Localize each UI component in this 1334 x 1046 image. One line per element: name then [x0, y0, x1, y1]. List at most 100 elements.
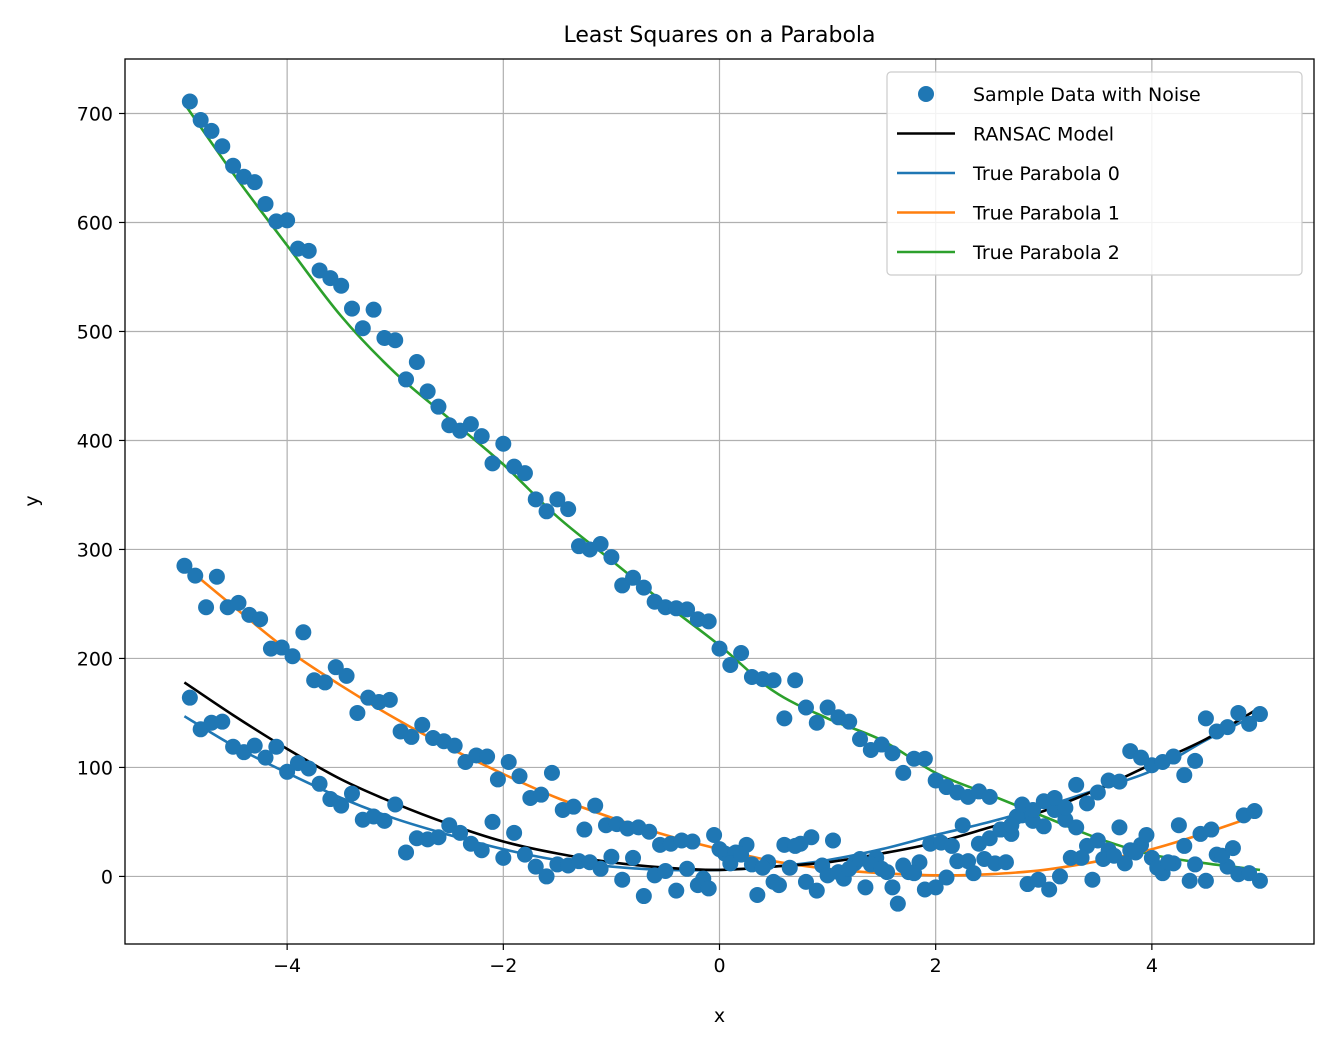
data-point	[954, 817, 971, 834]
y-axis-label: y	[21, 495, 43, 506]
data-point	[884, 879, 901, 896]
y-tick-label: 600	[77, 212, 113, 234]
data-point	[592, 536, 609, 553]
data-point	[489, 771, 506, 788]
data-point	[1079, 795, 1096, 812]
data-point	[343, 785, 360, 802]
data-point	[895, 764, 912, 781]
data-point	[576, 821, 593, 838]
data-point	[1187, 856, 1204, 873]
data-point	[452, 824, 469, 841]
data-point	[711, 640, 728, 657]
line-ransac-model	[183, 681, 1261, 872]
data-point	[1224, 840, 1241, 857]
data-point	[1160, 854, 1177, 871]
data-point	[1116, 855, 1133, 872]
data-point	[603, 549, 620, 566]
data-point	[246, 174, 263, 191]
data-point	[635, 888, 652, 905]
data-point	[333, 797, 350, 814]
data-point	[787, 672, 804, 689]
data-point	[749, 886, 766, 903]
data-point	[706, 827, 723, 844]
data-point	[841, 713, 858, 730]
data-point	[614, 871, 631, 888]
data-point	[311, 775, 328, 792]
data-point	[414, 716, 431, 733]
data-point	[387, 796, 404, 813]
data-point	[295, 624, 312, 641]
data-point	[527, 858, 544, 875]
data-point	[873, 736, 890, 753]
data-point	[857, 879, 874, 896]
data-point	[549, 491, 566, 508]
data-point	[824, 832, 841, 849]
data-point	[300, 760, 317, 777]
data-point	[884, 745, 901, 762]
data-point	[587, 797, 604, 814]
data-point	[1170, 817, 1187, 834]
data-point	[338, 667, 355, 684]
data-point	[700, 880, 717, 897]
data-point	[1230, 704, 1247, 721]
data-point	[765, 672, 782, 689]
data-point	[187, 567, 204, 584]
data-point	[300, 242, 317, 259]
data-point	[1068, 776, 1085, 793]
data-point	[511, 768, 528, 785]
data-point	[268, 738, 285, 755]
grid	[125, 59, 1314, 944]
data-point	[960, 853, 977, 870]
y-axis-ticks: 0 100 200 300 400 500 600 700	[77, 103, 125, 888]
legend-label: True Parabola 0	[972, 163, 1120, 185]
data-point	[273, 639, 290, 656]
data-point	[641, 823, 658, 840]
y-tick-label: 500	[77, 321, 113, 343]
y-tick-label: 400	[77, 430, 113, 452]
data-point	[381, 691, 398, 708]
data-point	[354, 320, 371, 337]
data-point	[765, 873, 782, 890]
data-point	[981, 788, 998, 805]
x-tick-label: −4	[273, 955, 301, 977]
data-point	[981, 830, 998, 847]
x-axis-label: x	[714, 1005, 725, 1027]
data-point	[1057, 799, 1074, 816]
data-point	[181, 689, 198, 706]
data-point	[208, 568, 225, 585]
scatter-points	[176, 93, 1268, 912]
data-point	[257, 195, 274, 212]
data-point	[1024, 801, 1041, 818]
data-point	[430, 829, 447, 846]
data-point	[1251, 706, 1268, 723]
data-point	[495, 849, 512, 866]
data-point	[776, 710, 793, 727]
data-point	[543, 764, 560, 781]
data-point	[343, 300, 360, 317]
data-point	[938, 869, 955, 886]
data-point	[484, 813, 501, 830]
data-point	[889, 895, 906, 912]
data-point	[560, 501, 577, 518]
data-point	[198, 599, 215, 616]
data-point	[803, 829, 820, 846]
y-tick-label: 700	[77, 103, 113, 125]
data-point	[565, 798, 582, 815]
data-point	[1203, 821, 1220, 838]
data-point	[484, 455, 501, 472]
data-point	[225, 157, 242, 174]
data-point	[787, 837, 804, 854]
data-point	[852, 731, 869, 748]
data-point	[873, 860, 890, 877]
data-point	[257, 749, 274, 766]
data-point	[797, 699, 814, 716]
data-point	[500, 753, 517, 770]
data-point	[668, 882, 685, 899]
data-point	[733, 644, 750, 661]
legend-label: True Parabola 1	[972, 203, 1120, 225]
legend: Sample Data with Noise RANSAC Model True P…	[886, 71, 1303, 276]
data-point	[446, 737, 463, 754]
data-point	[365, 301, 382, 318]
data-point	[284, 648, 301, 665]
